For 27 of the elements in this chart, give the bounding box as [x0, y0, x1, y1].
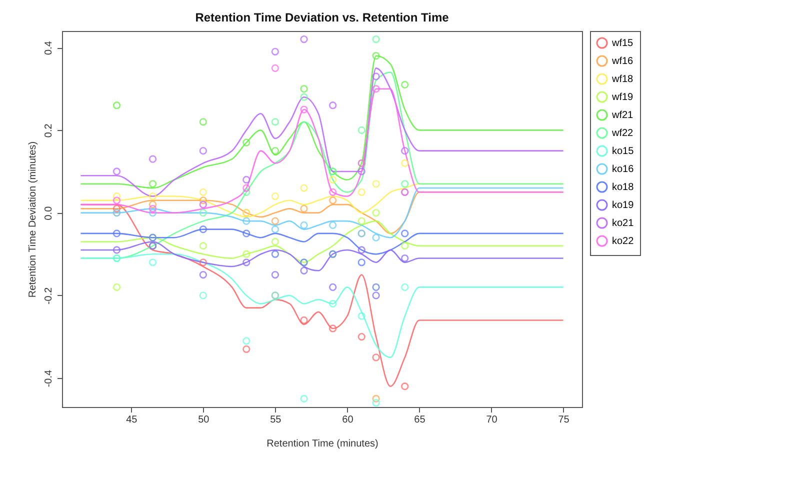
x-tick-label: 75	[558, 414, 570, 426]
legend-label: ko18	[612, 182, 634, 193]
legend-label: wf15	[611, 38, 634, 49]
x-tick-label: 55	[270, 414, 282, 426]
y-tick-label: 0.4	[44, 40, 54, 55]
legend-label: ko19	[612, 200, 634, 211]
chart-title: Retention Time Deviation vs. Retention Time	[195, 10, 450, 24]
y-tick-label: -0.2	[44, 286, 54, 305]
legend-label: wf19	[611, 92, 634, 103]
legend-label: wf21	[611, 110, 634, 121]
x-tick-label: 60	[342, 414, 354, 426]
y-tick-label: 0.2	[44, 123, 54, 138]
legend-label: ko16	[612, 164, 634, 175]
legend-label: ko21	[612, 218, 634, 229]
y-tick-label: 0.0	[44, 206, 54, 220]
legend-label: wf18	[611, 74, 634, 85]
legend-label: wf22	[611, 128, 634, 139]
x-tick-label: 45	[126, 414, 138, 426]
x-tick-label: 65	[414, 414, 426, 426]
x-tick-label: 50	[198, 414, 210, 426]
x-axis-title: Retention Time (minutes)	[266, 438, 378, 450]
legend-label: ko15	[612, 146, 634, 157]
legend-label: wf16	[611, 56, 634, 67]
x-tick-label: 70	[486, 414, 498, 426]
y-axis-title: Retention Time Deviation (minutes)	[28, 141, 38, 298]
legend-label: ko22	[612, 236, 634, 247]
y-tick-label: -0.4	[44, 370, 54, 388]
